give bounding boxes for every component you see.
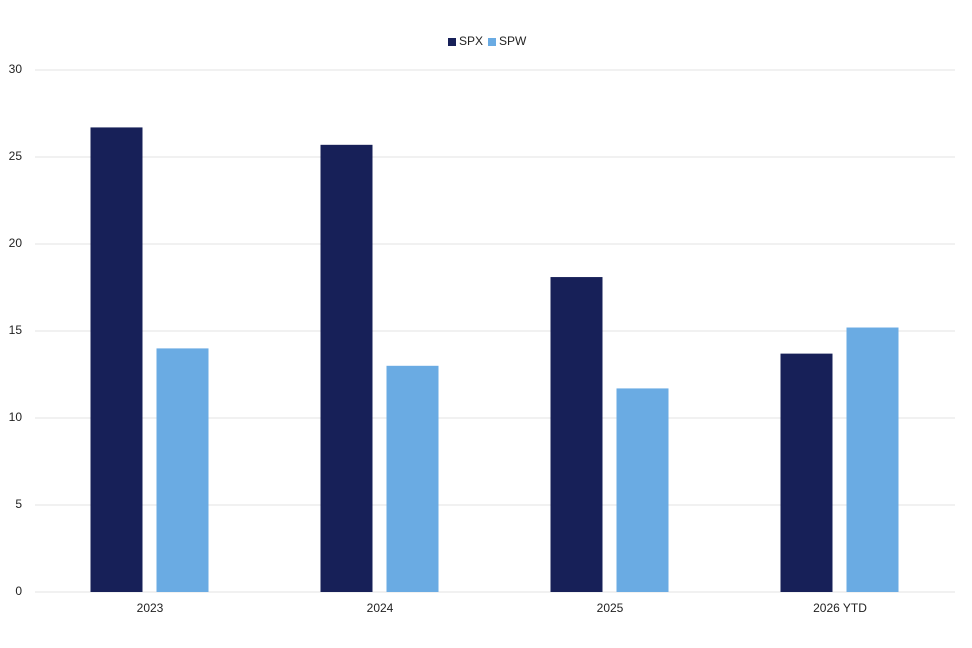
y-tick-label: 30 — [9, 62, 23, 76]
bar — [550, 277, 603, 592]
bar — [386, 365, 439, 592]
y-tick-label: 0 — [15, 584, 22, 598]
bar — [846, 327, 899, 592]
y-tick-label: 25 — [9, 149, 23, 163]
y-tick-label: 15 — [9, 323, 23, 337]
x-tick-label: 2025 — [597, 601, 624, 615]
bar — [90, 127, 143, 593]
x-tick-label: 2023 — [137, 601, 164, 615]
y-tick-label: 10 — [9, 410, 23, 424]
legend-swatch — [448, 38, 456, 46]
y-tick-label: 20 — [9, 236, 23, 250]
legend-label: SPW — [499, 34, 527, 48]
x-tick-label: 2024 — [367, 601, 394, 615]
bar — [320, 144, 373, 592]
legend-swatch — [488, 38, 496, 46]
y-tick-label: 5 — [15, 497, 22, 511]
legend-label: SPX — [459, 34, 483, 48]
x-tick-label: 2026 YTD — [813, 601, 867, 615]
bar — [780, 353, 833, 592]
bar — [156, 348, 209, 592]
bar — [616, 388, 669, 592]
